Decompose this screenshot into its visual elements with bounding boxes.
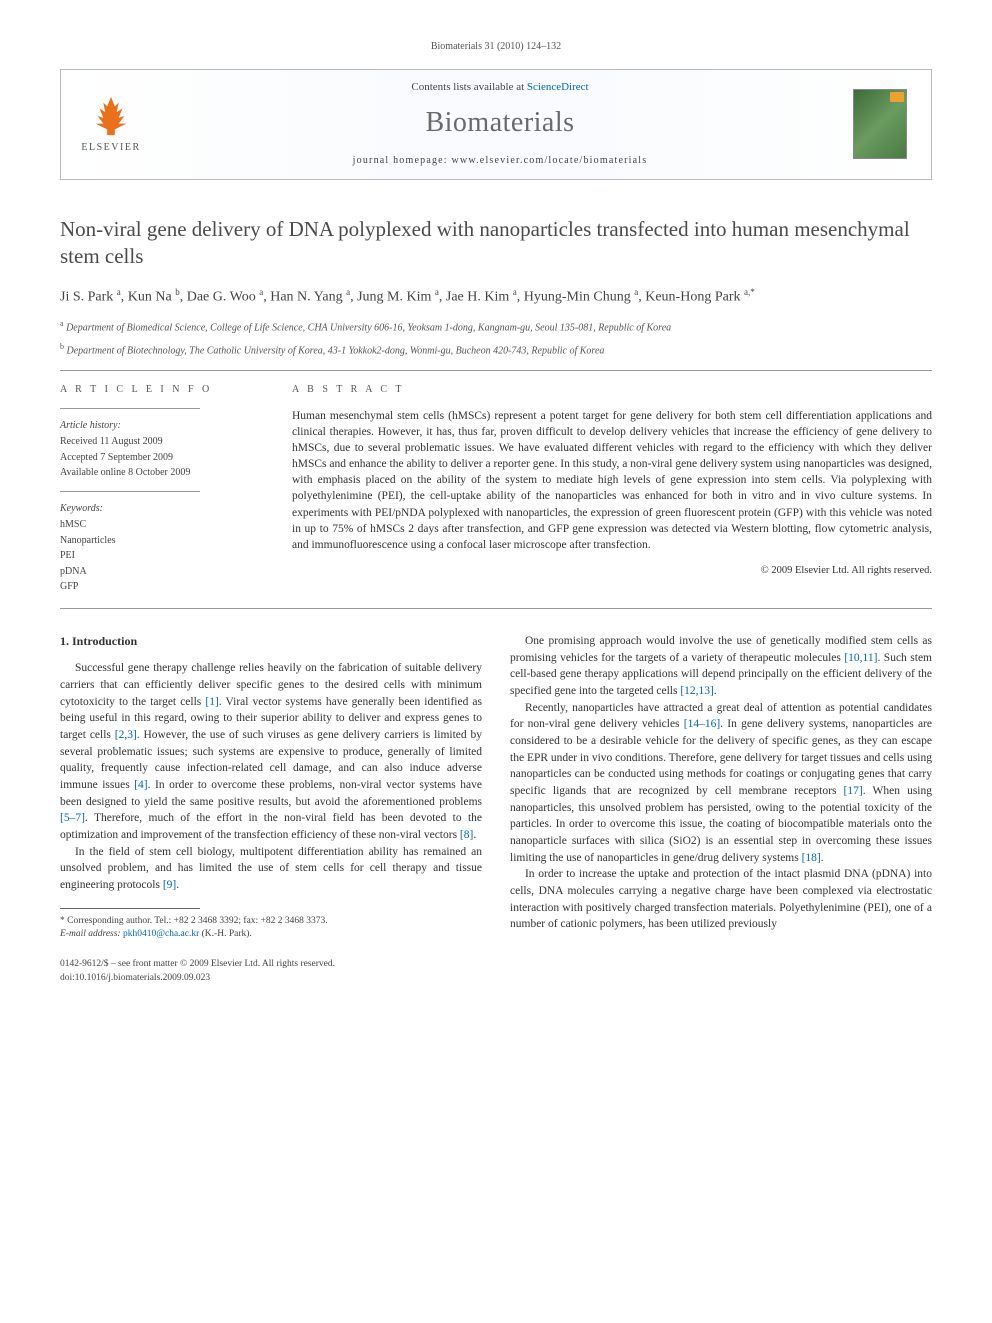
- abstract-copyright: © 2009 Elsevier Ltd. All rights reserved…: [292, 563, 932, 578]
- journal-homepage-url[interactable]: www.elsevier.com/locate/biomaterials: [451, 155, 647, 166]
- accepted-date: Accepted 7 September 2009: [60, 451, 260, 466]
- article-history-label: Article history:: [60, 419, 260, 434]
- front-matter-line: 0142-9612/$ – see front matter © 2009 El…: [60, 958, 335, 972]
- divider: [60, 491, 200, 492]
- keyword: GFP: [60, 580, 260, 595]
- corr-author-name: (K.-H. Park).: [202, 929, 252, 939]
- affiliation-b: b Department of Biotechnology, The Catho…: [60, 341, 932, 358]
- corr-author-contact: * Corresponding author. Tel.: +82 2 3468…: [60, 915, 482, 928]
- running-header: Biomaterials 31 (2010) 124–132: [60, 40, 932, 55]
- journal-name: Biomaterials: [165, 103, 835, 144]
- author-list: Ji S. Park a, Kun Na b, Dae G. Woo a, Ha…: [60, 286, 932, 308]
- online-date: Available online 8 October 2009: [60, 466, 260, 481]
- abstract-block: A B S T R A C T Human mesenchymal stem c…: [292, 383, 932, 596]
- body-paragraph: In order to increase the uptake and prot…: [510, 866, 932, 933]
- abstract-heading: A B S T R A C T: [292, 383, 932, 398]
- homepage-prefix: journal homepage:: [353, 155, 452, 166]
- email-label: E-mail address:: [60, 929, 121, 939]
- contents-available-line: Contents lists available at ScienceDirec…: [165, 80, 835, 96]
- corresponding-author-footnote: * Corresponding author. Tel.: +82 2 3468…: [60, 915, 482, 941]
- keyword: PEI: [60, 549, 260, 564]
- sciencedirect-link[interactable]: ScienceDirect: [527, 81, 589, 93]
- elsevier-tree-icon: [88, 93, 134, 139]
- publisher-logo: ELSEVIER: [75, 93, 147, 156]
- doi-line: doi:10.1016/j.biomaterials.2009.09.023: [60, 972, 335, 986]
- keyword: Nanoparticles: [60, 534, 260, 549]
- keyword: pDNA: [60, 565, 260, 580]
- page-footer: 0142-9612/$ – see front matter © 2009 El…: [60, 958, 932, 986]
- footnote-rule: [60, 908, 200, 909]
- keywords-label: Keywords:: [60, 502, 260, 517]
- divider: [60, 408, 200, 409]
- body-paragraph: Successful gene therapy challenge relies…: [60, 660, 482, 843]
- received-date: Received 11 August 2009: [60, 435, 260, 450]
- affiliation-a: a Department of Biomedical Science, Coll…: [60, 318, 932, 335]
- divider: [60, 608, 932, 609]
- body-paragraph: In the field of stem cell biology, multi…: [60, 844, 482, 894]
- article-title: Non-viral gene delivery of DNA polyplexe…: [60, 216, 932, 271]
- article-info-heading: A R T I C L E I N F O: [60, 383, 260, 398]
- article-body: 1. Introduction Successful gene therapy …: [60, 633, 932, 940]
- body-paragraph: One promising approach would involve the…: [510, 633, 932, 700]
- divider: [60, 370, 932, 371]
- contents-prefix: Contents lists available at: [411, 81, 526, 93]
- article-info-block: A R T I C L E I N F O Article history: R…: [60, 383, 260, 596]
- journal-masthead: ELSEVIER Contents lists available at Sci…: [60, 69, 932, 180]
- journal-homepage-line: journal homepage: www.elsevier.com/locat…: [165, 154, 835, 169]
- corr-author-email[interactable]: pkh0410@cha.ac.kr: [123, 929, 199, 939]
- keyword: hMSC: [60, 518, 260, 533]
- abstract-text: Human mesenchymal stem cells (hMSCs) rep…: [292, 408, 932, 553]
- section-heading-intro: 1. Introduction: [60, 633, 482, 650]
- body-paragraph: Recently, nanoparticles have attracted a…: [510, 700, 932, 867]
- journal-cover-thumbnail: [853, 89, 907, 159]
- elsevier-wordmark: ELSEVIER: [81, 141, 140, 156]
